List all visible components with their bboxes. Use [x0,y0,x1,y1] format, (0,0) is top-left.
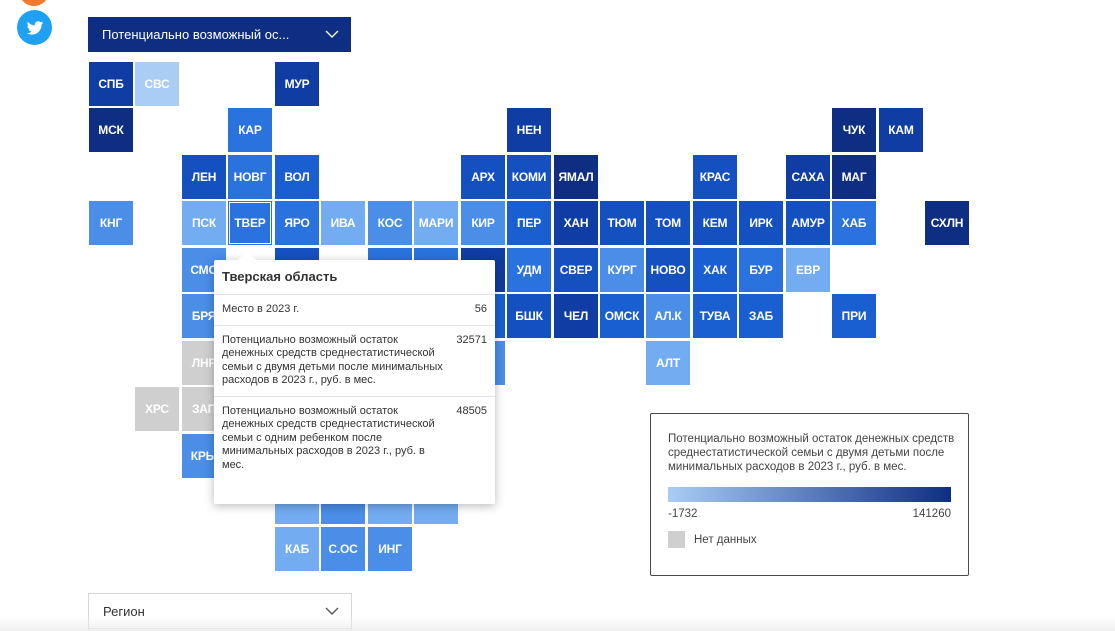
tooltip-row-one-child: Потенциально возможный остаток денежных … [214,397,495,481]
chevron-down-icon [325,30,339,38]
region-tile-ТОМ[interactable]: ТОМ [646,201,690,245]
twitter-icon[interactable] [17,10,52,45]
region-tile-ХАБ[interactable]: ХАБ [832,201,876,245]
region-tile-ЯМАЛ[interactable]: ЯМАЛ [554,155,598,199]
tooltip-row-value: 32571 [456,333,487,346]
region-tile-НОВО[interactable]: НОВО [646,248,690,292]
region-tile-ИРК[interactable]: ИРК [739,201,783,245]
region-tile-ХАН[interactable]: ХАН [554,201,598,245]
region-tile-АРХ[interactable]: АРХ [461,155,505,199]
no-data-swatch [668,531,685,548]
region-tile-ПРИ[interactable]: ПРИ [832,294,876,338]
legend-title: Потенциально возможный остаток денежных … [668,433,955,473]
region-tile-ЗАБ[interactable]: ЗАБ [739,294,783,338]
region-tile-ОМСК[interactable]: ОМСК [600,294,644,338]
region-tile-КЕМ[interactable]: КЕМ [693,201,737,245]
region-tile-УДМ[interactable]: УДМ [507,248,551,292]
region-tile-КАМ[interactable]: КАМ [879,108,923,152]
indicator-dropdown-label: Потенциально возможный ос... [102,27,290,42]
region-tile-ТЮМ[interactable]: ТЮМ [600,201,644,245]
region-tile-ХАК[interactable]: ХАК [693,248,737,292]
legend-range: -1732 141260 [668,508,951,520]
region-dropdown-label: Регион [103,603,145,619]
tooltip-row-label: Место в 2023 г. [222,303,300,315]
region-tile-КНГ[interactable]: КНГ [89,201,133,245]
no-data-label: Нет данных [694,533,757,546]
legend-no-data: Нет данных [668,531,951,548]
region-tile-СВС[interactable]: СВС [135,62,179,106]
tooltip-row-two-children: Потенциально возможный остаток денежных … [214,326,495,397]
tooltip-row-value: 56 [474,303,487,315]
region-tile-БШК[interactable]: БШК [507,294,551,338]
region-tile-КОМИ[interactable]: КОМИ [507,155,551,199]
tooltip-title: Тверская область [214,260,495,295]
region-tile-ПСК[interactable]: ПСК [182,201,226,245]
region-tile-КАР[interactable]: КАР [228,108,272,152]
tooltip-row-rank: Место в 2023 г. 56 [214,295,495,326]
region-tile-ЕВР[interactable]: ЕВР [786,248,830,292]
legend-max: 141260 [912,508,951,520]
region-tile-КУРГ[interactable]: КУРГ [600,248,644,292]
region-tile-СПБ[interactable]: СПБ [89,62,133,106]
region-tile-АМУР[interactable]: АМУР [786,201,830,245]
region-tile-САХА[interactable]: САХА [786,155,830,199]
region-tile-ВОЛ[interactable]: ВОЛ [275,155,319,199]
region-tile-КИР[interactable]: КИР [461,201,505,245]
region-tile-С.ОС[interactable]: С.ОС [321,527,365,571]
region-tile-МСК[interactable]: МСК [89,108,133,152]
region-tile-ИВА[interactable]: ИВА [321,201,365,245]
region-tile-МАГ[interactable]: МАГ [832,155,876,199]
legend-min: -1732 [668,508,698,520]
region-tile-ЧУК[interactable]: ЧУК [832,108,876,152]
chevron-down-icon [325,607,339,615]
region-tile-ТВЕР[interactable]: ТВЕР [228,201,272,245]
color-legend: Потенциально возможный остаток денежных … [650,413,969,576]
region-dropdown[interactable]: Регион [88,593,352,629]
region-tile-ЯРО[interactable]: ЯРО [275,201,319,245]
region-tile-ЛЕН[interactable]: ЛЕН [182,155,226,199]
region-tile-ЧЕЛ[interactable]: ЧЕЛ [554,294,598,338]
region-tooltip: Тверская область Место в 2023 г. 56 Поте… [214,251,495,504]
region-tile-НОВГ[interactable]: НОВГ [228,155,272,199]
indicator-dropdown[interactable]: Потенциально возможный ос... [88,17,351,52]
region-tile-СВЕР[interactable]: СВЕР [554,248,598,292]
region-tile-КОС[interactable]: КОС [368,201,412,245]
region-tile-ИНГ[interactable]: ИНГ [368,527,412,571]
region-tile-МАРИ[interactable]: МАРИ [414,201,458,245]
region-tile-СХЛН[interactable]: СХЛН [925,201,969,245]
region-tile-НЕН[interactable]: НЕН [507,108,551,152]
region-tile-БУР[interactable]: БУР [739,248,783,292]
region-tile-КРАС[interactable]: КРАС [693,155,737,199]
region-tile-МУР[interactable]: МУР [275,62,319,106]
tooltip-row-label: Потенциально возможный остаток денежных … [222,404,435,471]
legend-gradient [668,487,951,502]
region-tile-ХРС[interactable]: ХРС [135,387,179,431]
share-icon[interactable] [19,0,49,6]
region-tile-АЛ.К[interactable]: АЛ.К [646,294,690,338]
tooltip-row-value: 48505 [456,404,487,417]
region-tile-ПЕР[interactable]: ПЕР [507,201,551,245]
region-tile-КАБ[interactable]: КАБ [275,527,319,571]
tooltip-row-label: Потенциально возможный остаток денежных … [222,333,443,387]
region-tile-ТУВА[interactable]: ТУВА [693,294,737,338]
region-tile-АЛТ[interactable]: АЛТ [646,341,690,385]
tooltip-arrow [238,251,256,260]
